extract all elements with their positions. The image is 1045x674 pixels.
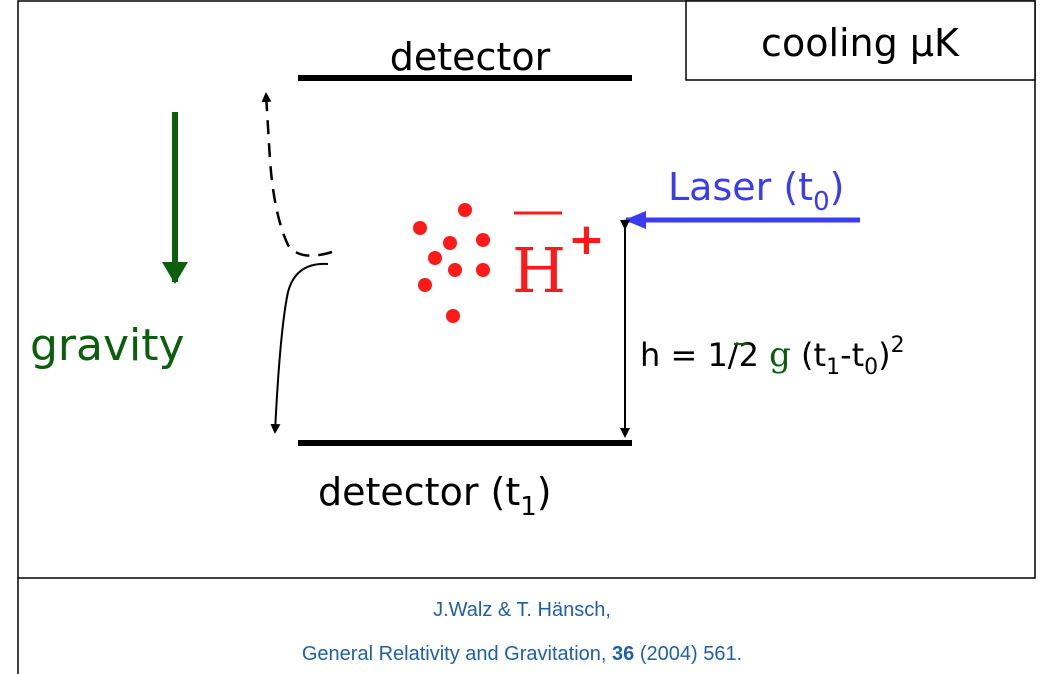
citation-year-page: (2004) 561. (634, 643, 742, 665)
formula-close: ) (878, 336, 890, 374)
up-trajectory (261, 92, 333, 257)
top-detector-label: detector (390, 35, 551, 79)
formula-open: (t (791, 336, 826, 374)
particle-cloud (413, 203, 490, 323)
citation-line2: General Relativity and Gravitation, 36 (… (302, 643, 742, 665)
bottom-detector-label: detector (t1) (318, 470, 552, 522)
bottom-detector-text: detector (t (318, 470, 520, 514)
bottom-detector-sub: 1 (520, 492, 537, 522)
citation-line1: J.Walz & T. Hänsch, (433, 599, 611, 621)
citation-journal: General Relativity and Gravitation, (302, 643, 612, 665)
antihydrogen-symbol: H (512, 234, 566, 307)
formula-minus: -t (840, 336, 864, 374)
laser-label: Laser (t0) (668, 165, 844, 217)
formula-power: 2 (891, 333, 905, 358)
height-formula: h = 1/2 g (t1-t0)2 (640, 333, 905, 380)
bottom-detector-close: ) (537, 470, 552, 514)
formula-sub0: 0 (864, 355, 878, 380)
citation-volume: 36 (612, 643, 634, 665)
laser-close: ) (830, 165, 845, 209)
gravity-label: gravity (30, 320, 185, 371)
antihydrogen-charge: + (568, 214, 605, 265)
cooling-label: cooling μK (761, 21, 960, 65)
formula-sub1: 1 (826, 355, 840, 380)
laser-sub: 0 (813, 187, 830, 217)
frame (17, 0, 1036, 579)
cooling-box (685, 0, 1036, 81)
formula-lhs: h = 1/2 (640, 336, 769, 374)
down-trajectory (270, 262, 329, 434)
formula-g: g (769, 335, 791, 375)
laser-text: Laser (t (668, 165, 813, 209)
